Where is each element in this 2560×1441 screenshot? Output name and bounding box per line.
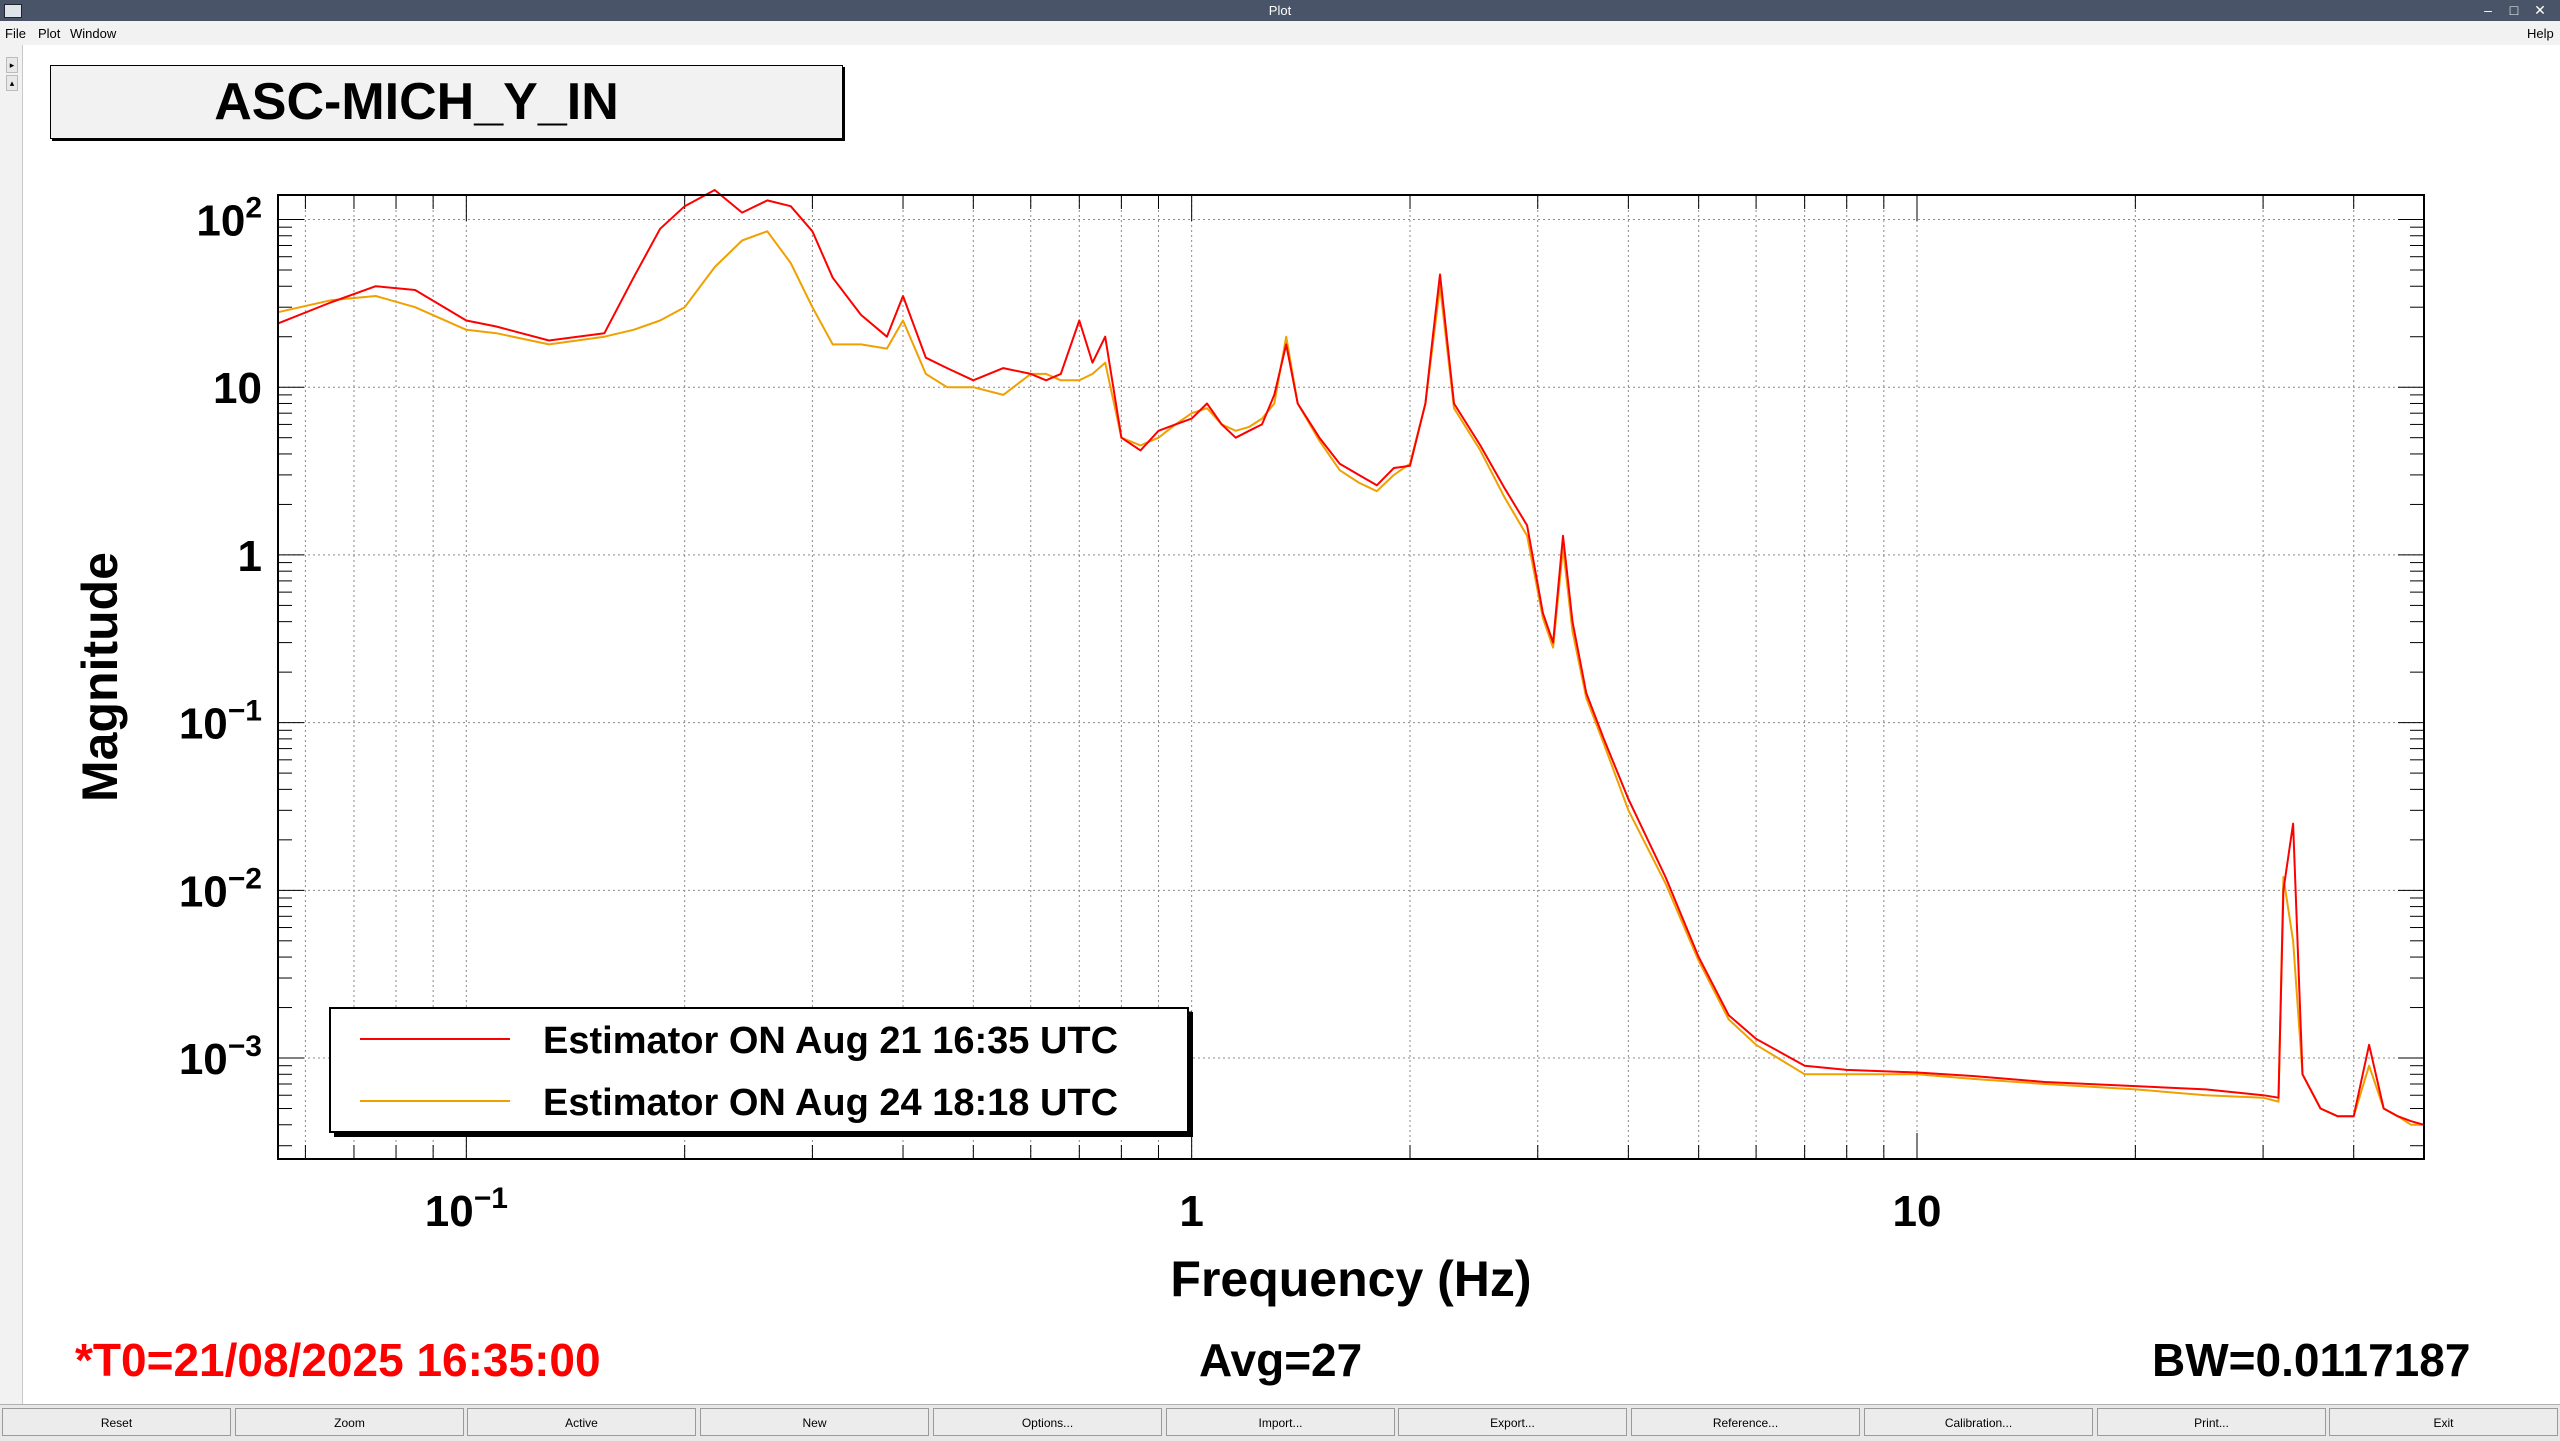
y-tick-label: 102 [196,192,262,246]
legend-label-series-1: Estimator ON Aug 21 16:35 UTC [543,1020,1118,1062]
series-line-1 [277,189,2425,1126]
y-tick-labels: 102 10 1 10−1 10−2 10−3 [179,192,262,1085]
export-button[interactable]: Export... [1398,1408,1627,1436]
plot-title: ASC-MICH_Y_IN [214,73,619,131]
series-lines [277,189,2425,1126]
side-panel-toggle-strip: ▸ ▴ [0,45,23,1405]
zoom-button[interactable]: Zoom [235,1408,464,1436]
expand-right-icon[interactable]: ▸ [6,57,18,73]
y-tick-label: 1 [238,532,262,581]
menu-bar: File Plot Window Help [0,21,2560,45]
x-axis-label: Frequency (Hz) [1170,1251,1531,1307]
new-button[interactable]: New [700,1408,929,1436]
menu-window[interactable]: Window [70,26,117,41]
reset-button[interactable]: Reset [2,1408,231,1436]
plot-frame [277,194,2425,1160]
menu-file[interactable]: File [5,26,26,41]
y-tick-label: 10−3 [179,1030,262,1084]
minimize-icon[interactable]: – [2484,2,2492,18]
close-icon[interactable]: ✕ [2534,2,2546,18]
app-icon [4,4,22,18]
x-tick-labels: 10−1 1 10 [425,1182,1942,1236]
average-count-status: Avg=27 [1199,1334,1363,1386]
y-tick-label: 10−1 [179,695,262,749]
print-button[interactable]: Print... [2097,1408,2326,1436]
expand-up-icon[interactable]: ▴ [6,75,18,91]
t0-status: *T0=21/08/2025 16:35:00 [75,1334,601,1386]
button-bar: Reset Zoom Active New Options... Import... Exp… [0,1404,2560,1441]
x-tick-label: 10−1 [425,1182,508,1236]
options-button[interactable]: Options... [933,1408,1162,1436]
minor-ticks [278,195,2424,1159]
y-axis-label: Magnitude [72,552,128,802]
bandwidth-status: BW=0.0117187 [2152,1334,2471,1386]
grid-lines [278,195,2424,1159]
menu-help[interactable]: Help [2527,26,2554,41]
import-button[interactable]: Import... [1166,1408,1395,1436]
legend-shadow-bottom [334,1132,1193,1137]
y-tick-label: 10 [213,364,262,413]
maximize-icon[interactable]: □ [2509,2,2519,18]
x-tick-label: 10 [1893,1187,1942,1236]
series-line-2 [277,230,2424,1126]
x-tick-label: 1 [1179,1187,1203,1236]
calibration-button[interactable]: Calibration... [1864,1408,2093,1436]
window-title: Plot [1268,3,1292,18]
menu-plot[interactable]: Plot [38,26,61,41]
y-tick-label: 10−2 [179,862,262,916]
window-titlebar[interactable]: Plot – □ ✕ [0,0,2560,21]
plot-title-box: ASC-MICH_Y_IN [50,65,843,139]
exit-button[interactable]: Exit [2329,1408,2558,1436]
active-button[interactable]: Active [467,1408,696,1436]
legend-label-series-2: Estimator ON Aug 24 18:18 UTC [543,1082,1118,1124]
reference-button[interactable]: Reference... [1631,1408,1860,1436]
legend-shadow-right [1188,1012,1193,1136]
legend[interactable]: Estimator ON Aug 21 16:35 UTC Estimator … [329,1007,1193,1137]
